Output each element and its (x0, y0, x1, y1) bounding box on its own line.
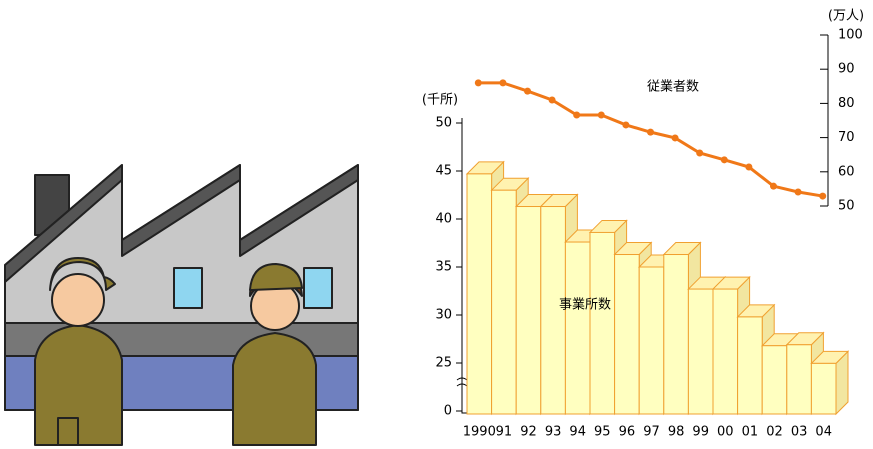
bar (811, 351, 848, 414)
line-point (524, 88, 531, 95)
line-point (696, 149, 703, 156)
line-point (573, 112, 580, 119)
bar-front (639, 267, 664, 414)
bar-front (664, 255, 689, 414)
x-tick-label: 96 (619, 425, 636, 440)
x-tick-label: 98 (668, 425, 685, 440)
y2-tick-label: 80 (838, 96, 855, 111)
y2-tick-label: 50 (838, 199, 855, 214)
series-label: 従業者数 (647, 79, 699, 95)
x-tick-label: 93 (545, 425, 562, 440)
bar-front (492, 190, 517, 414)
line-point (819, 193, 826, 200)
x-tick-label: 01 (742, 425, 759, 440)
bar-front (713, 289, 738, 414)
x-tick-label: 00 (717, 425, 734, 440)
y-tick-label: 35 (435, 260, 452, 275)
bar-front (688, 289, 713, 414)
line-point (598, 112, 605, 119)
bar-front (811, 363, 836, 414)
line-point (499, 79, 506, 86)
y-tick-label: 0 (444, 404, 452, 419)
line-point (745, 164, 752, 171)
line-point (721, 156, 728, 163)
y2-tick-label: 100 (838, 28, 863, 43)
line (478, 83, 822, 196)
y-tick-label: 50 (435, 116, 452, 131)
window (304, 268, 332, 308)
bar-front (467, 174, 492, 414)
x-tick-label: 94 (569, 425, 586, 440)
x-tick-label: 1990 (463, 425, 496, 440)
line-point (622, 121, 629, 128)
bar-front (615, 255, 640, 414)
x-tick-label: 97 (643, 425, 660, 440)
line-point (672, 134, 679, 141)
y2-axis-label: (万人) (828, 9, 864, 24)
x-tick-label: 92 (520, 425, 537, 440)
y2-tick-label: 70 (838, 130, 855, 145)
y-axis-label: (千所) (422, 93, 458, 108)
x-tick-label: 95 (594, 425, 611, 440)
x-tick-label: 99 (692, 425, 709, 440)
y2-tick-label: 60 (838, 164, 855, 179)
x-tick-label: 02 (766, 425, 783, 440)
series-label: 事業所数 (559, 297, 611, 313)
bar-front (762, 346, 787, 414)
bar-front (516, 207, 541, 414)
line-point (795, 188, 802, 195)
bar-front (787, 345, 812, 414)
factory-illustration (5, 165, 358, 445)
y2-tick-label: 90 (838, 62, 855, 77)
x-tick-label: 04 (815, 425, 832, 440)
y-tick-label: 45 (435, 164, 452, 179)
bar-front (738, 317, 763, 414)
line-point (770, 183, 777, 190)
line-point (549, 96, 556, 103)
page: (千所) (万人) 0 25 30 35 40 45 50 50 60 70 80 90 100 事業所数… (0, 0, 873, 449)
line-point (475, 79, 482, 86)
y-tick-label: 30 (435, 308, 452, 323)
bar-front (565, 242, 590, 414)
x-tick-label: 91 (496, 425, 513, 440)
line-point (647, 129, 654, 136)
window (174, 268, 202, 308)
bar-front (590, 232, 615, 414)
x-tick-label: 03 (791, 425, 808, 440)
y-tick-label: 25 (435, 356, 452, 371)
y-tick-label: 40 (435, 212, 452, 227)
